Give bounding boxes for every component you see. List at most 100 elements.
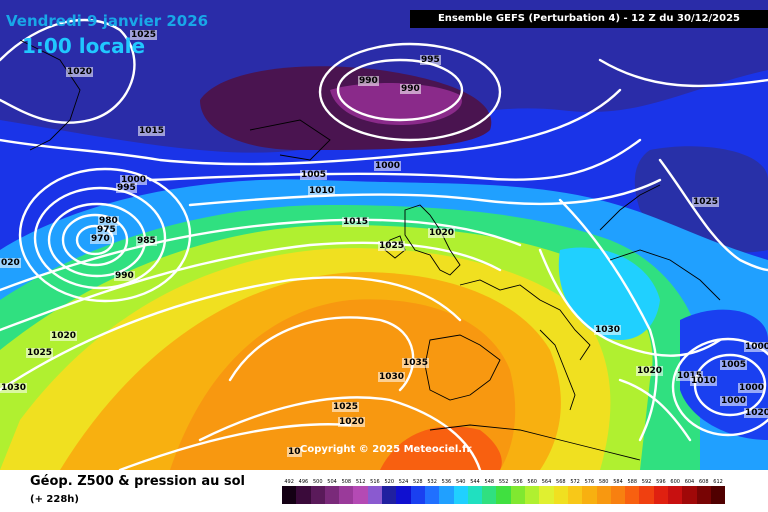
- scale-label: 524: [398, 479, 409, 485]
- scale-cell: 556: [510, 478, 526, 504]
- isobar-label: 1020: [66, 67, 94, 77]
- scale-cell: 560: [525, 478, 540, 504]
- scale-label: 584: [613, 479, 623, 485]
- scale-label: 608: [698, 479, 709, 485]
- isobar-label: 10: [287, 447, 302, 457]
- isobar-label: 1025: [692, 197, 720, 207]
- scale-label: 588: [627, 479, 638, 485]
- isobar-label: 1025: [378, 241, 406, 251]
- scale-cell: 608: [696, 478, 711, 504]
- isobar-label: 995: [420, 55, 441, 65]
- scale-cell: 592: [639, 478, 654, 504]
- isobar-label: 1020: [744, 408, 768, 418]
- scale-label: 560: [527, 479, 537, 485]
- scale-swatch: [382, 486, 397, 504]
- scale-swatch: [453, 486, 468, 504]
- scale-swatch: [682, 486, 697, 504]
- isobar-label: 990: [114, 271, 135, 281]
- scale-cell: 604: [682, 478, 697, 504]
- scale-label: 520: [384, 479, 394, 485]
- isobar-label: 1020: [428, 228, 456, 238]
- isobar-label: 995: [116, 183, 137, 193]
- scale-swatch: [596, 486, 611, 504]
- isobar-label: 970: [90, 234, 111, 244]
- scale-label: 508: [341, 479, 352, 485]
- scale-label: 536: [441, 479, 452, 485]
- scale-label: 528: [413, 479, 423, 485]
- scale-label: 592: [641, 479, 652, 485]
- scale-swatch: [367, 486, 383, 504]
- scale-label: 500: [312, 479, 323, 485]
- scale-cell: 548: [482, 478, 497, 504]
- isobar-label: 985: [136, 236, 157, 246]
- weather-map: Vendredi 9 janvier 2026 1:00 locale Ense…: [0, 0, 768, 470]
- scale-label: 572: [570, 479, 580, 485]
- scale-swatch: [424, 486, 440, 504]
- scale-swatch: [496, 486, 511, 504]
- scale-swatch: [282, 486, 297, 504]
- scale-swatch: [553, 486, 568, 504]
- isobar-label: 1020: [50, 331, 78, 341]
- scale-cell: 612: [710, 478, 726, 504]
- isobar-label: 1005: [720, 360, 748, 370]
- scale-cell: 564: [539, 478, 554, 504]
- scale-swatch: [439, 486, 454, 504]
- scale-label: 496: [298, 479, 309, 485]
- scale-cell: 508: [339, 478, 354, 504]
- scale-label: 600: [670, 479, 680, 485]
- scale-label: 492: [284, 479, 294, 485]
- isobar-label: 1000: [738, 383, 766, 393]
- scale-cell: 528: [410, 478, 425, 504]
- isobar-label: 1010: [690, 376, 718, 386]
- legend-footer: Géop. Z500 & pression au sol (+ 228h) 49…: [0, 470, 768, 512]
- scale-label: 544: [470, 479, 480, 485]
- scale-swatch: [339, 486, 354, 504]
- scale-cell: 500: [310, 478, 325, 504]
- scale-cell: 532: [424, 478, 440, 504]
- scale-label: 532: [427, 479, 437, 485]
- scale-cell: 576: [582, 478, 597, 504]
- scale-swatch: [410, 486, 425, 504]
- isobar-label: 1025: [332, 402, 360, 412]
- scale-swatch: [539, 486, 554, 504]
- scale-swatch: [324, 486, 340, 504]
- scale-swatch: [582, 486, 597, 504]
- scale-cell: 504: [324, 478, 340, 504]
- scale-cell: 496: [296, 478, 311, 504]
- scale-swatch: [353, 486, 368, 504]
- scale-label: 596: [656, 479, 666, 485]
- scale-label: 516: [370, 479, 380, 485]
- forecast-date: Vendredi 9 janvier 2026: [6, 12, 209, 30]
- isobar-label: 980: [98, 216, 119, 226]
- isobar-label: 990: [400, 84, 421, 94]
- isobar-label: 1015: [676, 371, 704, 381]
- scale-cell: 520: [382, 478, 397, 504]
- scale-label: 556: [513, 479, 523, 485]
- lead-time: (+ 228h): [30, 494, 79, 505]
- scale-swatch: [625, 486, 640, 504]
- isobar-label: 1030: [0, 383, 28, 393]
- forecast-local-time: 1:00 locale: [22, 34, 146, 58]
- scale-swatch: [310, 486, 325, 504]
- scale-label: 612: [713, 479, 723, 485]
- scale-label: 552: [498, 479, 509, 485]
- scale-label: 548: [484, 479, 495, 485]
- scale-swatch: [467, 486, 483, 504]
- scale-swatch: [510, 486, 526, 504]
- isobar-label: 1000: [120, 175, 148, 185]
- scale-swatch: [296, 486, 311, 504]
- run-info: Ensemble GEFS (Perturbation 4) - 12 Z du…: [410, 10, 768, 28]
- isobar-label: 1005: [300, 170, 328, 180]
- scale-swatch: [710, 486, 726, 504]
- scale-cell: 600: [668, 478, 683, 504]
- isobar-label: 020: [0, 258, 21, 268]
- isobar-label: 1015: [138, 126, 166, 136]
- scale-label: 512: [355, 479, 366, 485]
- isobar-label: 1035: [402, 358, 430, 368]
- isobar-label: 1010: [308, 186, 336, 196]
- scale-label: 504: [327, 479, 337, 485]
- copyright: Copyright © 2025 Meteociel.fr: [300, 444, 472, 455]
- scale-cell: 516: [367, 478, 383, 504]
- scale-swatch: [567, 486, 583, 504]
- product-title: Géop. Z500 & pression au sol: [30, 474, 245, 489]
